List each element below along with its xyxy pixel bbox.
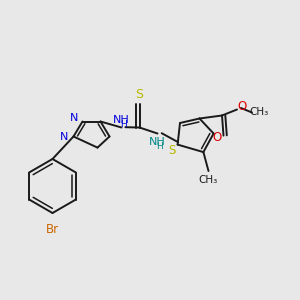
Text: S: S	[136, 88, 143, 101]
Text: NH: NH	[149, 137, 166, 147]
Text: H: H	[120, 120, 127, 129]
Text: S: S	[169, 143, 176, 157]
Text: O: O	[237, 100, 246, 113]
Text: N: N	[60, 131, 68, 142]
Text: Br: Br	[46, 223, 59, 236]
Text: NH: NH	[113, 115, 130, 125]
Text: CH₃: CH₃	[250, 107, 269, 117]
Text: O: O	[212, 130, 221, 144]
Text: N: N	[70, 113, 78, 123]
Text: H: H	[156, 142, 163, 151]
Text: CH₃: CH₃	[199, 175, 218, 185]
